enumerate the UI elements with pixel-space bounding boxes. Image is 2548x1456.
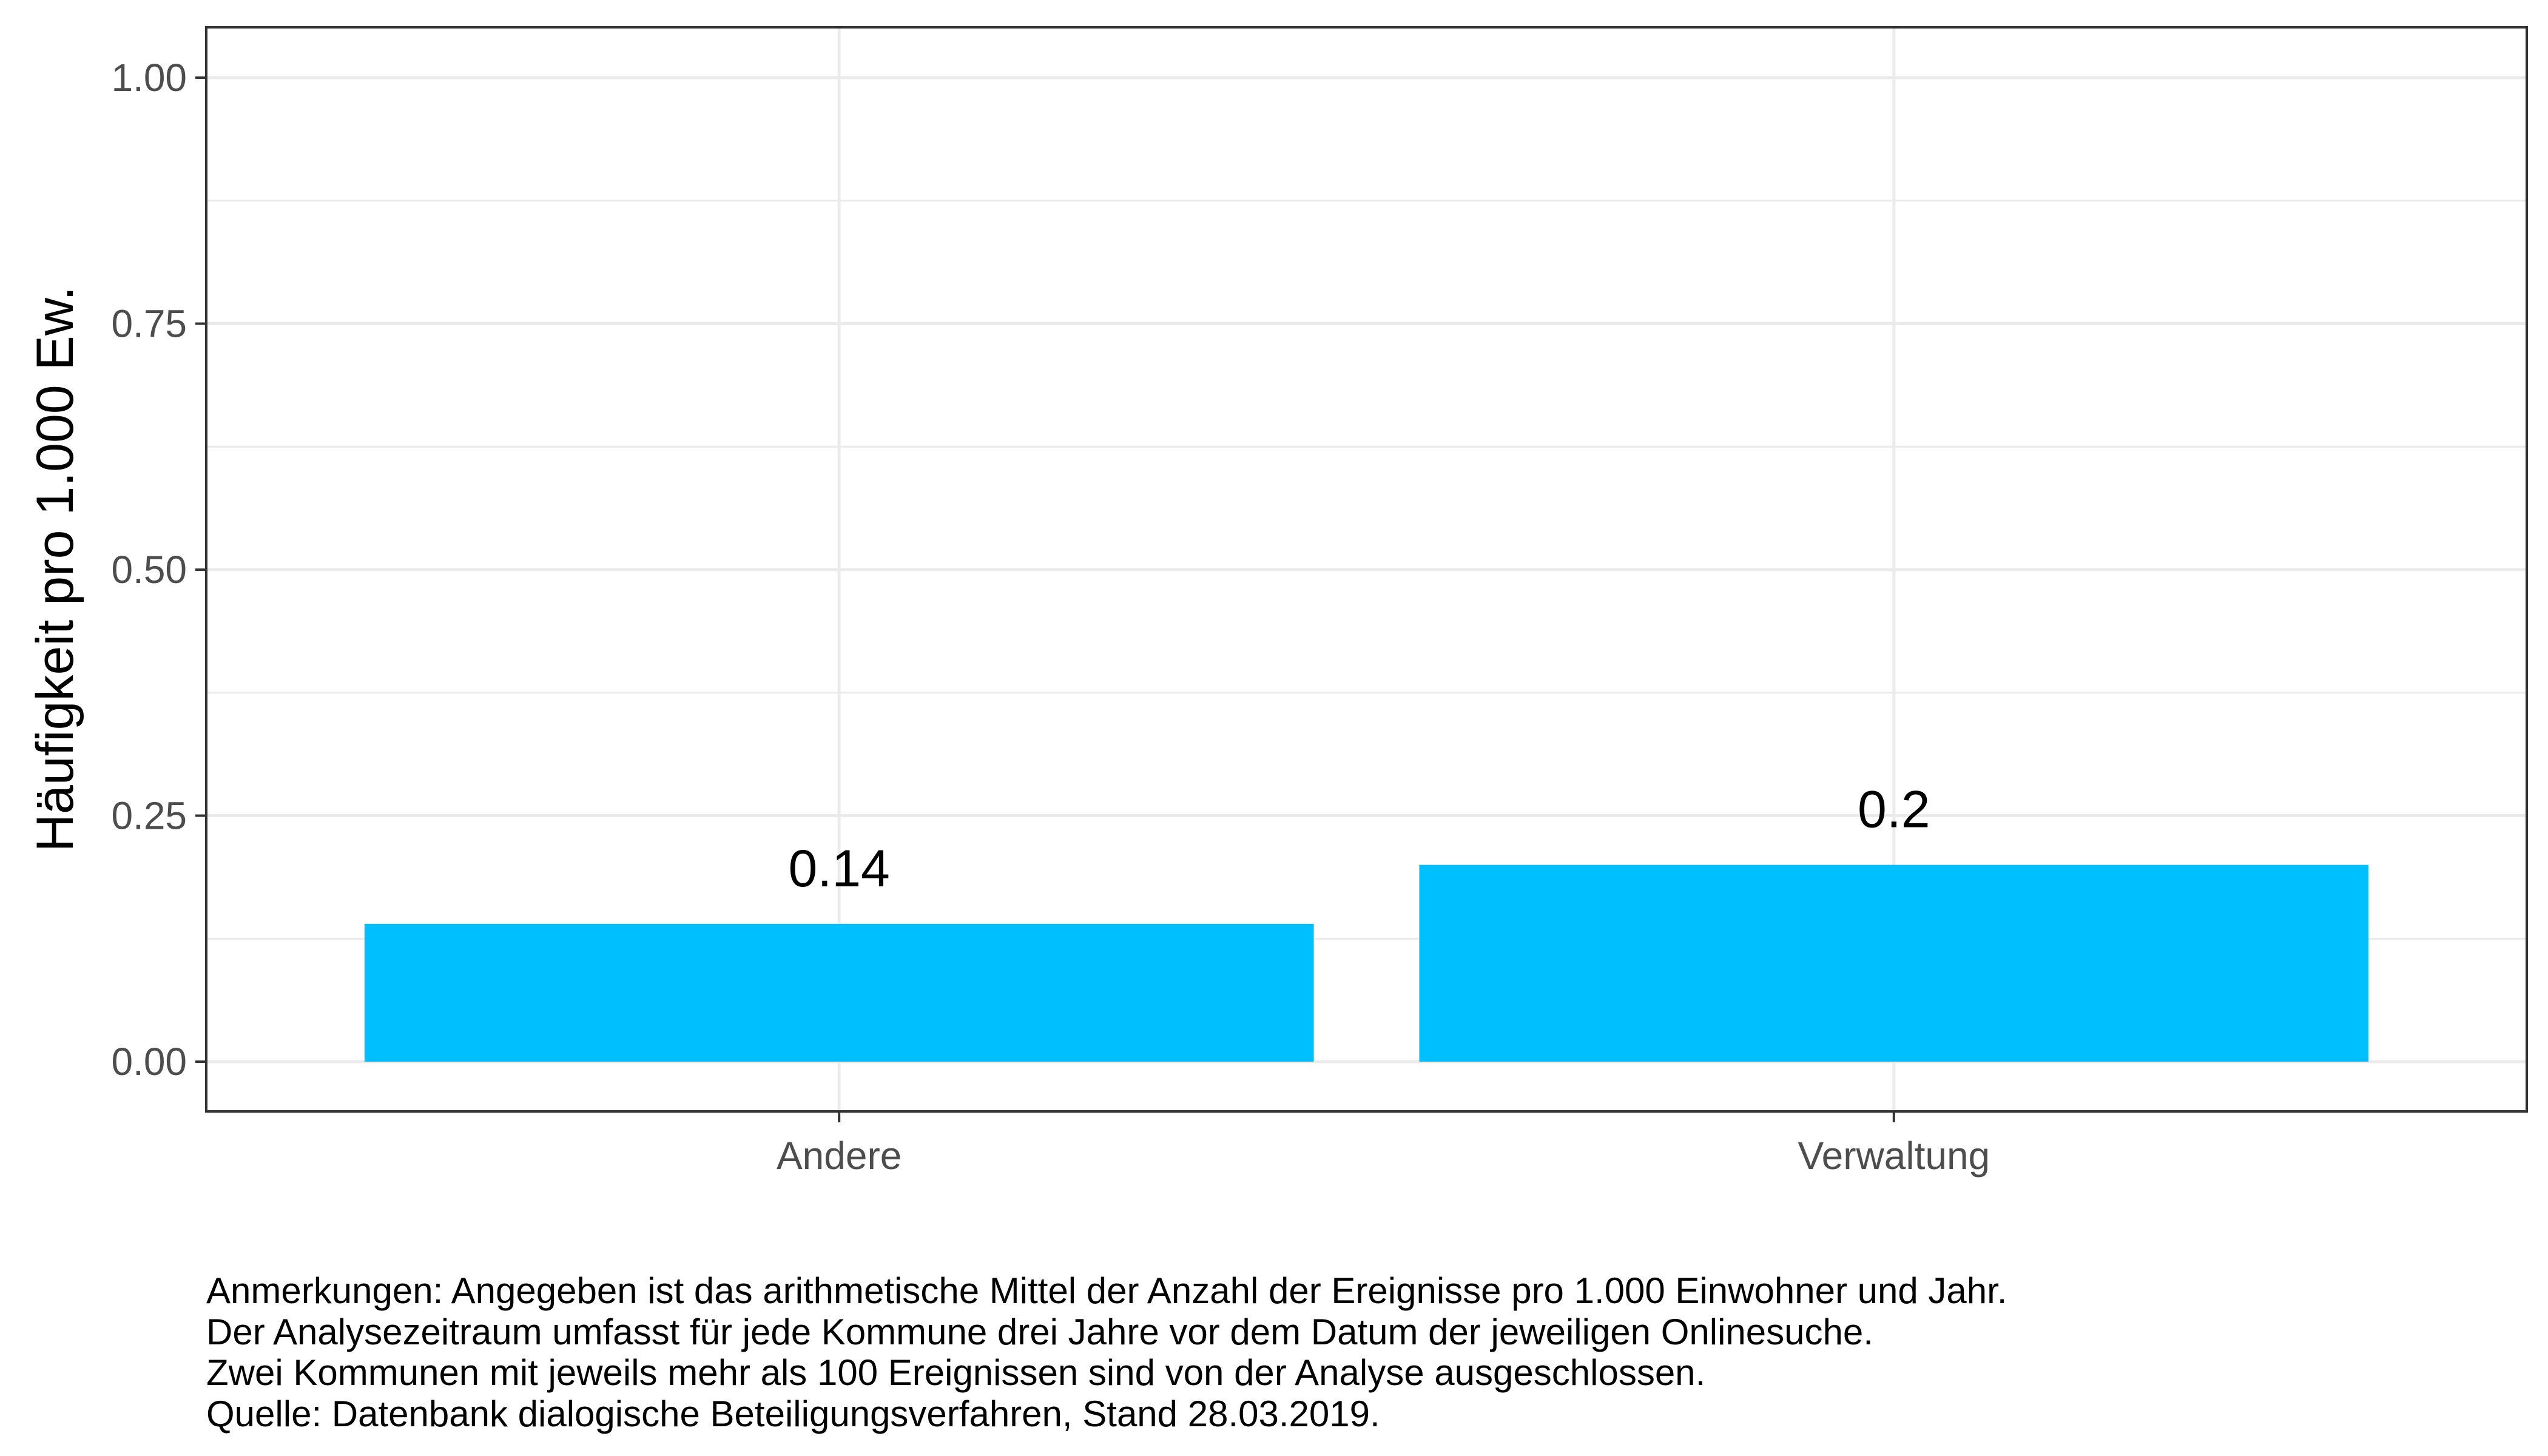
y-tick-label: 1.00 (111, 56, 187, 99)
bar-layer (364, 864, 2369, 1062)
note-line-1: Anmerkungen: Angegeben ist das arithmeti… (206, 1270, 2007, 1311)
y-tick-label: 0.75 (111, 302, 187, 346)
bar-andere (364, 923, 1314, 1062)
axis-layer: 0.00 0.25 0.50 0.75 1.00 Andere Verwaltung (111, 56, 1990, 1178)
data-label-layer: 0.14 0.2 (788, 781, 1930, 898)
y-tick-label: 0.50 (111, 548, 187, 592)
note-line-4: Quelle: Datenbank dialogische Beteiligun… (206, 1394, 1380, 1434)
data-label-verwaltung: 0.2 (1858, 781, 1930, 839)
y-tick-label: 0.00 (111, 1040, 187, 1084)
bar-verwaltung (1419, 864, 2369, 1062)
notes: Anmerkungen: Angegeben ist das arithmeti… (206, 1270, 2007, 1434)
y-tick-label: 0.25 (111, 794, 187, 838)
x-tick-label: Andere (777, 1134, 902, 1178)
note-line-3: Zwei Kommunen mit jeweils mehr als 100 E… (206, 1352, 1705, 1393)
x-tick-label: Verwaltung (1798, 1134, 1990, 1178)
note-line-2: Der Analysezeitraum umfasst für jede Kom… (206, 1312, 1873, 1352)
y-axis-title: Häufigkeit pro 1.000 Ew. (26, 286, 84, 852)
data-label-andere: 0.14 (788, 840, 889, 898)
